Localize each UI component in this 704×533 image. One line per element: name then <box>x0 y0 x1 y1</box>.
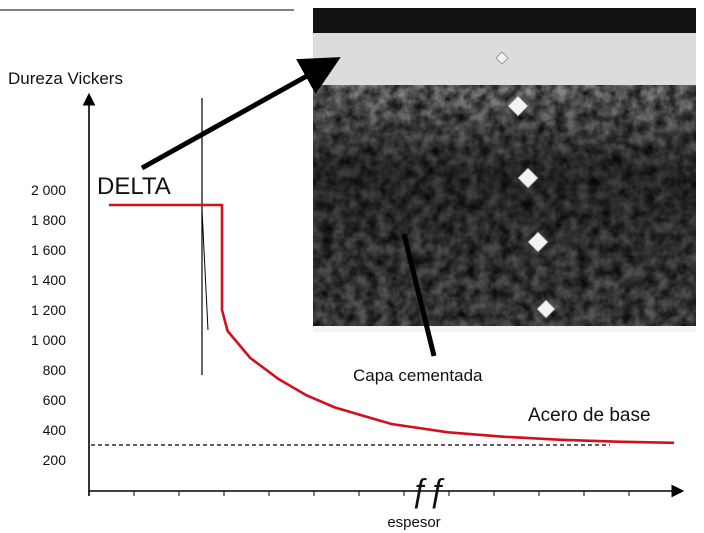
y-tick-label: 1 800 <box>31 212 66 228</box>
y-tick-label: 1 200 <box>31 302 66 318</box>
acero-de-base-label: Acero de base <box>528 405 651 426</box>
indent-mark <box>527 231 549 253</box>
y-tick-label: 1 600 <box>31 242 66 258</box>
y-tick-label: 2 000 <box>31 182 66 198</box>
indent-mark <box>536 299 556 319</box>
indent-mark <box>495 51 509 65</box>
x-axis-label: espesor <box>387 514 440 531</box>
transition-drop-line <box>201 209 209 331</box>
axes: 2 000 1 800 1 600 1 400 1 200 1 000 800 600 400 2… <box>31 92 685 498</box>
indent-mark <box>507 95 529 117</box>
delta-label: DELTA <box>97 173 171 200</box>
y-tick-label: 1 000 <box>31 332 66 348</box>
y-tick-label: 600 <box>43 392 67 408</box>
y-tick-label: 400 <box>43 422 67 438</box>
y-tick-labels: 2 000 1 800 1 600 1 400 1 200 1 000 800 600 400 2… <box>31 182 66 468</box>
y-tick-label: 200 <box>43 452 67 468</box>
capa-pointer-line <box>401 233 437 357</box>
micrograph-top-dark-band <box>313 8 696 33</box>
y-tick-label: 800 <box>43 362 67 378</box>
micrograph-bottom-edge <box>313 326 696 332</box>
micrograph-texture <box>313 85 696 328</box>
y-axis-label: Dureza Vickers <box>8 69 123 88</box>
y-tick-label: 1 400 <box>31 272 66 288</box>
hardness-curve <box>109 203 675 445</box>
delta-pointer-arrow <box>140 57 341 171</box>
micrograph-inset <box>313 8 696 332</box>
indentation-marks <box>495 51 556 319</box>
ff-symbol: ƒƒ <box>410 472 446 508</box>
x-ticks <box>133 491 630 496</box>
capa-cementada-label: Capa cementada <box>353 366 483 385</box>
indent-mark <box>517 167 539 189</box>
